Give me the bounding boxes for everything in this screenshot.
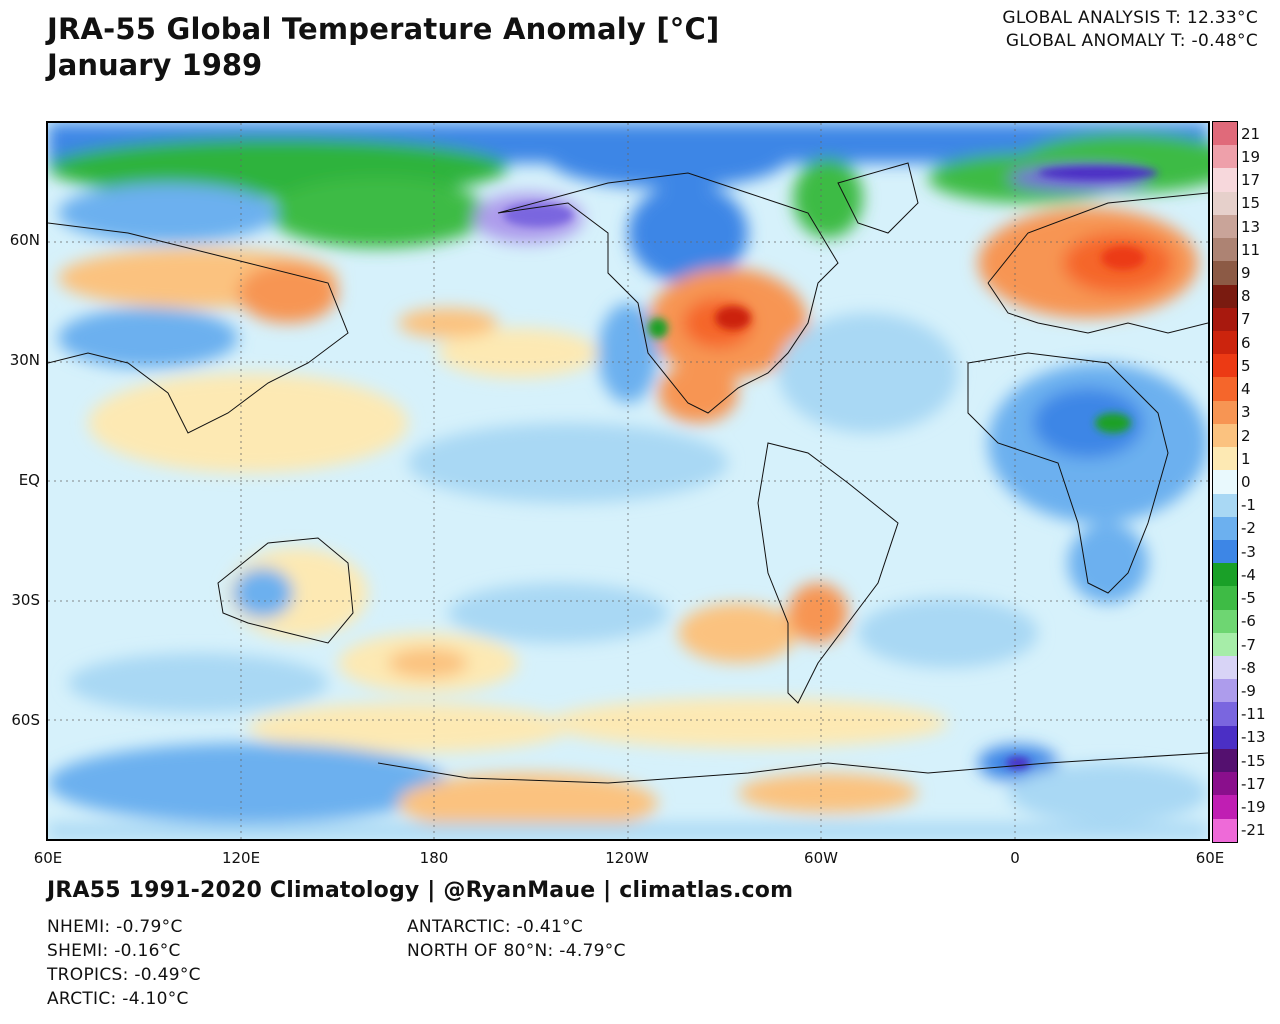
credit-line: JRA55 1991-2020 Climatology | @RyanMaue …: [47, 878, 794, 903]
colorbar-tick-label: 13: [1241, 217, 1261, 236]
colorbar-segment: [1213, 354, 1237, 378]
colorbar-segment: [1213, 377, 1237, 401]
colorbar-segment: [1213, 725, 1237, 749]
colorbar-tick-label: -11: [1241, 705, 1266, 724]
colorbar-tick-label: 21: [1241, 124, 1261, 143]
colorbar-tick-label: 3: [1241, 403, 1251, 422]
colorbar-tick-label: -6: [1241, 612, 1256, 631]
global-stats: GLOBAL ANALYSIS T: 12.33°C GLOBAL ANOMAL…: [1002, 7, 1258, 53]
anomaly-highlights: [503, 166, 1158, 769]
regional-stats-left: NHEMI: -0.79°C SHEMI: -0.16°C TROPICS: -…: [47, 915, 201, 1011]
colorbar-segment: [1213, 818, 1237, 842]
global-analysis-value: GLOBAL ANALYSIS T: 12.33°C: [1002, 8, 1258, 28]
colorbar-segment: [1213, 563, 1237, 587]
lon-label-60e-right: 60E: [1195, 849, 1225, 867]
colorbar-segment: [1213, 400, 1237, 424]
lat-label-60s: 60S: [11, 711, 40, 729]
north-of-80-stat: NORTH OF 80°N: -4.79°C: [407, 941, 626, 961]
map-subtitle: January 1989: [47, 48, 263, 82]
colorbar-segment: [1213, 795, 1237, 819]
colorbar-tick-label: 11: [1241, 240, 1261, 259]
colorbar-segment: [1213, 470, 1237, 494]
colorbar-tick-label: -15: [1241, 751, 1266, 770]
colorbar-tick-label: 1: [1241, 449, 1251, 468]
colorbar-tick-label: -7: [1241, 635, 1256, 654]
antarctic-stat: ANTARCTIC: -0.41°C: [407, 917, 584, 937]
colorbar-tick-label: 0: [1241, 473, 1251, 491]
colorbar-segment: [1213, 214, 1237, 239]
colorbar-segment: [1213, 284, 1237, 308]
lat-label-30s: 30S: [11, 591, 40, 609]
colorbar-tick-label: -3: [1241, 542, 1256, 561]
colorbar-segment: [1213, 238, 1237, 262]
lon-label-0: 0: [1010, 849, 1020, 867]
colorbar-segment: [1213, 447, 1237, 471]
colorbar-segment: [1213, 702, 1237, 726]
colorbar-segment: [1213, 423, 1237, 448]
colorbar-segment: [1213, 145, 1237, 169]
colorbar-segment: [1213, 307, 1237, 331]
colorbar-segment: [1213, 539, 1237, 564]
colorbar-segment: [1213, 772, 1237, 796]
lat-label-60n: 60N: [9, 231, 40, 249]
colorbar-segment: [1213, 609, 1237, 633]
nhemi-stat: NHEMI: -0.79°C: [47, 917, 183, 937]
lon-label-180: 180: [419, 849, 449, 867]
graticule: [48, 123, 1208, 839]
colorbar-segment: [1213, 122, 1237, 146]
regional-stats-mid: ANTARCTIC: -0.41°C NORTH OF 80°N: -4.79°…: [407, 915, 626, 963]
colorbar-tick-label: 17: [1241, 171, 1261, 190]
colorbar-tick-label: -19: [1241, 798, 1266, 817]
tropics-stat: TROPICS: -0.49°C: [47, 965, 201, 985]
colorbar-tick-label: 2: [1241, 426, 1251, 445]
anomaly-map-canvas: [48, 123, 1208, 839]
global-anomaly-value: GLOBAL ANOMALY T: -0.48°C: [1005, 31, 1258, 51]
colorbar-tick-label: -5: [1241, 589, 1256, 608]
colorbar-segment: [1213, 679, 1237, 703]
colorbar-tick-label: -17: [1241, 774, 1266, 793]
colorbar-tick-label: 7: [1241, 310, 1251, 329]
lon-label-60w: 60W: [804, 849, 838, 867]
shemi-stat: SHEMI: -0.16°C: [47, 941, 181, 961]
lat-label-30n: 30N: [9, 351, 40, 369]
colorbar-segment: [1213, 168, 1237, 192]
colorbar-segment: [1213, 586, 1237, 610]
colorbar-tick-label: -13: [1241, 728, 1266, 747]
colorbar-segment: [1213, 261, 1237, 285]
colorbar-segment: [1213, 493, 1237, 517]
colorbar: [1212, 121, 1238, 843]
colorbar-tick-label: 8: [1241, 287, 1251, 306]
colorbar-tick-label: -1: [1241, 496, 1256, 515]
lon-label-120e: 120E: [221, 849, 261, 867]
anomaly-map: [46, 121, 1210, 841]
colorbar-tick-label: 5: [1241, 356, 1251, 375]
colorbar-tick-label: 15: [1241, 194, 1261, 213]
colorbar-tick-label: -21: [1241, 821, 1266, 840]
colorbar-tick-label: -2: [1241, 519, 1256, 538]
colorbar-tick-label: 4: [1241, 380, 1251, 399]
colorbar-tick-label: 6: [1241, 333, 1251, 352]
lon-label-60e-left: 60E: [33, 849, 63, 867]
colorbar-segment: [1213, 516, 1237, 540]
colorbar-segment: [1213, 632, 1237, 657]
colorbar-segment: [1213, 748, 1237, 773]
lon-label-120w: 120W: [605, 849, 649, 867]
coastlines: [48, 162, 1208, 784]
map-title: JRA-55 Global Temperature Anomaly [°C]: [47, 12, 720, 46]
lat-label-eq: EQ: [18, 471, 40, 489]
colorbar-segment: [1213, 656, 1237, 680]
colorbar-segment: [1213, 330, 1237, 355]
colorbar-tick-label: -9: [1241, 682, 1256, 701]
colorbar-tick-label: 19: [1241, 147, 1261, 166]
colorbar-tick-label: -4: [1241, 565, 1256, 584]
arctic-stat: ARCTIC: -4.10°C: [47, 989, 189, 1009]
colorbar-segment: [1213, 191, 1237, 215]
colorbar-tick-label: -8: [1241, 658, 1256, 677]
colorbar-tick-label: 9: [1241, 263, 1251, 282]
